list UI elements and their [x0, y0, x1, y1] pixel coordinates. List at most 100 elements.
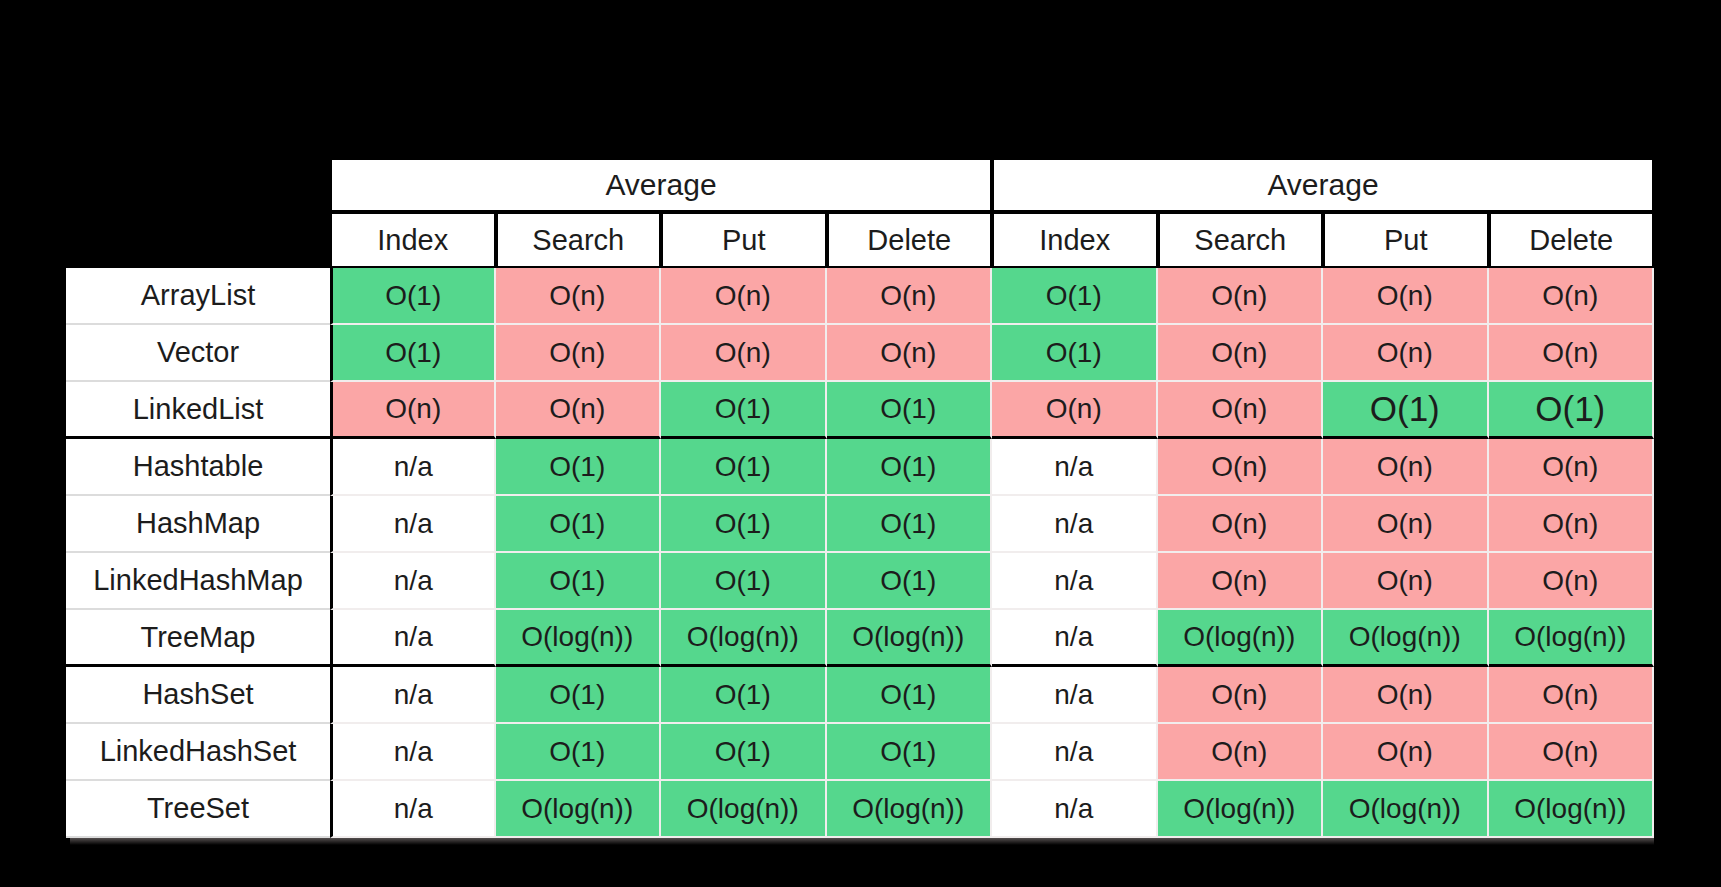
complexity-cell: O(log(n)) — [1158, 781, 1324, 838]
complexity-cell: O(1) — [992, 268, 1158, 325]
complexity-table: Average Average Index Search Put Delete … — [66, 158, 1654, 838]
column-header-delete-right: Delete — [1489, 212, 1655, 268]
complexity-cell: O(log(n)) — [827, 781, 993, 838]
complexity-cell: n/a — [330, 724, 496, 781]
complexity-cell: O(log(n)) — [1158, 610, 1324, 667]
complexity-cell: O(n) — [1158, 724, 1324, 781]
complexity-cell: n/a — [992, 553, 1158, 610]
complexity-cell: n/a — [992, 610, 1158, 667]
complexity-cell: O(1) — [496, 724, 662, 781]
row-label: TreeMap — [66, 610, 330, 667]
column-header-index-right: Index — [992, 212, 1158, 268]
complexity-cell: O(n) — [496, 382, 662, 439]
complexity-cell: O(log(n)) — [661, 610, 827, 667]
complexity-cell: O(n) — [1158, 439, 1324, 496]
complexity-cell: O(1) — [496, 553, 662, 610]
row-label: Vector — [66, 325, 330, 382]
complexity-cell: O(log(n)) — [827, 610, 993, 667]
complexity-cell: O(1) — [661, 553, 827, 610]
complexity-cell: O(1) — [496, 439, 662, 496]
column-header-put-left: Put — [661, 212, 827, 268]
complexity-cell: O(1) — [661, 439, 827, 496]
complexity-cell: O(n) — [1158, 553, 1324, 610]
complexity-cell: O(log(n)) — [661, 781, 827, 838]
complexity-cell: O(n) — [1158, 382, 1324, 439]
complexity-cell: O(n) — [1489, 553, 1655, 610]
complexity-cell: O(n) — [1158, 325, 1324, 382]
complexity-cell: O(log(n)) — [1489, 781, 1655, 838]
column-header-delete-left: Delete — [827, 212, 993, 268]
table-corner-spacer — [66, 158, 330, 212]
column-header-search-left: Search — [496, 212, 662, 268]
complexity-cell: n/a — [992, 439, 1158, 496]
complexity-cell: O(n) — [661, 268, 827, 325]
slide-background: Average Average Index Search Put Delete … — [0, 0, 1721, 887]
complexity-cell: O(1) — [827, 724, 993, 781]
complexity-cell: O(1) — [827, 439, 993, 496]
complexity-cell: O(n) — [1323, 496, 1489, 553]
complexity-cell: O(1) — [496, 496, 662, 553]
complexity-cell: O(n) — [1489, 268, 1655, 325]
complexity-cell: O(n) — [827, 325, 993, 382]
column-header-index-left: Index — [330, 212, 496, 268]
complexity-cell: O(n) — [330, 382, 496, 439]
complexity-cell: O(n) — [827, 268, 993, 325]
complexity-cell: O(1) — [661, 724, 827, 781]
complexity-cell: O(n) — [1323, 724, 1489, 781]
complexity-cell: O(n) — [1323, 667, 1489, 724]
complexity-cell: n/a — [992, 724, 1158, 781]
row-label: HashMap — [66, 496, 330, 553]
complexity-cell: O(n) — [1489, 439, 1655, 496]
complexity-cell: O(log(n)) — [496, 610, 662, 667]
complexity-cell: n/a — [992, 496, 1158, 553]
complexity-cell: O(1) — [496, 667, 662, 724]
complexity-cell: O(n) — [1158, 667, 1324, 724]
complexity-cell: O(log(n)) — [1323, 781, 1489, 838]
complexity-cell: O(n) — [1489, 496, 1655, 553]
row-label: HashSet — [66, 667, 330, 724]
complexity-cell: n/a — [330, 610, 496, 667]
complexity-cell: O(n) — [1323, 325, 1489, 382]
row-label: Hashtable — [66, 439, 330, 496]
table-corner-spacer — [66, 212, 330, 268]
complexity-cell: O(n) — [1323, 439, 1489, 496]
complexity-cell: O(n) — [496, 325, 662, 382]
complexity-cell: O(1) — [1323, 382, 1489, 439]
complexity-cell: O(1) — [330, 325, 496, 382]
complexity-cell: O(n) — [1323, 553, 1489, 610]
complexity-cell: O(n) — [1158, 496, 1324, 553]
complexity-cell: O(1) — [330, 268, 496, 325]
complexity-cell: n/a — [330, 439, 496, 496]
column-header-put-right: Put — [1323, 212, 1489, 268]
complexity-cell: O(1) — [827, 382, 993, 439]
complexity-cell: O(1) — [661, 667, 827, 724]
complexity-cell: O(1) — [661, 382, 827, 439]
row-label: LinkedHashMap — [66, 553, 330, 610]
complexity-cell: O(1) — [827, 553, 993, 610]
complexity-cell: O(n) — [1158, 268, 1324, 325]
complexity-cell: n/a — [330, 667, 496, 724]
complexity-cell: O(1) — [1489, 382, 1655, 439]
complexity-cell: O(n) — [496, 268, 662, 325]
complexity-cell: O(n) — [1323, 268, 1489, 325]
complexity-cell: O(1) — [992, 325, 1158, 382]
complexity-cell: n/a — [992, 667, 1158, 724]
complexity-cell: O(n) — [992, 382, 1158, 439]
column-group-header-average-right: Average — [992, 158, 1654, 212]
complexity-cell: n/a — [330, 553, 496, 610]
column-header-search-right: Search — [1158, 212, 1324, 268]
complexity-cell: n/a — [330, 496, 496, 553]
complexity-cell: n/a — [330, 781, 496, 838]
complexity-cell: n/a — [992, 781, 1158, 838]
complexity-cell: O(log(n)) — [496, 781, 662, 838]
complexity-cell: O(n) — [1489, 667, 1655, 724]
complexity-cell: O(n) — [1489, 724, 1655, 781]
complexity-cell: O(1) — [827, 667, 993, 724]
complexity-cell: O(1) — [661, 496, 827, 553]
column-group-header-average-left: Average — [330, 158, 992, 212]
complexity-cell: O(log(n)) — [1323, 610, 1489, 667]
row-label: LinkedList — [66, 382, 330, 439]
complexity-cell: O(1) — [827, 496, 993, 553]
complexity-cell: O(log(n)) — [1489, 610, 1655, 667]
row-label: ArrayList — [66, 268, 330, 325]
